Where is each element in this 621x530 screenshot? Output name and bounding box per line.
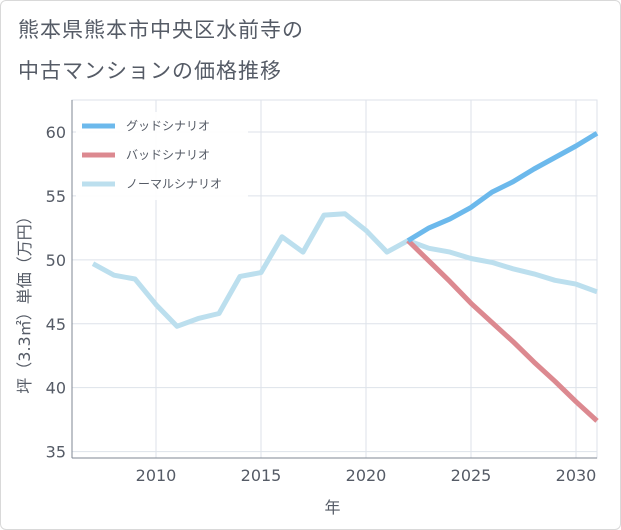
y-tick-label: 60 [46,123,66,142]
y-tick-label: 50 [46,251,66,270]
x-axis-title: 年 [324,498,340,517]
chart-title-line-1: 熊本県熊本市中央区水前寺の [18,18,304,42]
axis-layer: 35 40 45 50 55 60 2010 2015 2020 2025 2030 [46,100,597,485]
y-tick-label: 35 [46,443,66,462]
y-tick-label: 45 [46,315,66,334]
series-layer [91,131,599,423]
legend-label-normal: ノーマルシナリオ [126,177,222,191]
x-tick-label: 2020 [346,466,387,485]
legend-label-good: グッドシナリオ [126,119,210,133]
legend-label-bad: バッドシナリオ [126,148,210,162]
x-tick-label: 2010 [136,466,177,485]
series-line-bad [406,238,599,423]
y-tick-label: 55 [46,187,66,206]
series-line-normal [91,211,598,329]
x-tick-label: 2025 [451,466,492,485]
series-line-good [406,131,599,243]
x-tick-label: 2015 [241,466,282,485]
x-tick-label: 2030 [556,466,597,485]
y-tick-label: 40 [46,379,66,398]
y-axis-title: 坪（3.3㎡）単価（万円） [15,208,34,393]
chart-title-line-2: 中古マンションの価格推移 [18,59,282,83]
